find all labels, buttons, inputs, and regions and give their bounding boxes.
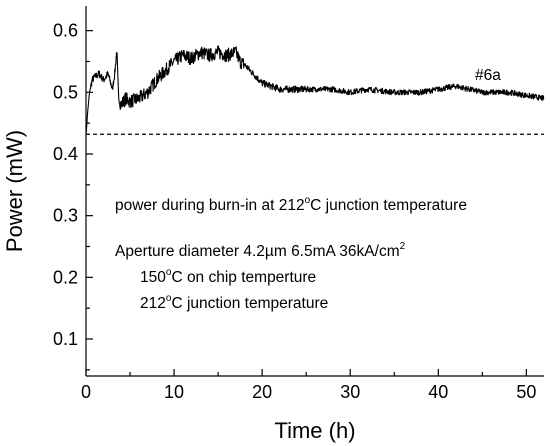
annotation-aperture-text: Aperture diameter 4.2µm 6.5mA 36kA/cm xyxy=(115,243,400,260)
series-layer xyxy=(85,45,545,136)
ticks xyxy=(85,30,527,376)
x-tick-label: 30 xyxy=(340,382,360,402)
annotation-chip-temperature: 150oC on chip temperture xyxy=(140,267,316,286)
y-tick-label: 0.6 xyxy=(53,21,78,41)
y-tick-label: 0.2 xyxy=(53,267,78,287)
x-axis-title: Time (h) xyxy=(274,418,355,443)
annotation-burn-in: power during burn-in at 212oC junction t… xyxy=(115,195,467,214)
annotation-junction-temp-superscript: o xyxy=(166,293,172,304)
annotation-aperture: Aperture diameter 4.2µm 6.5mA 36kA/cm2 xyxy=(115,241,406,260)
x-tick-label: 40 xyxy=(428,382,448,402)
x-tick-label: 10 xyxy=(164,382,184,402)
annotation-aperture-superscript: 2 xyxy=(400,241,406,252)
y-axis-title: Power (mW) xyxy=(2,130,27,252)
annotation-junction-temp-text-a: 212 xyxy=(140,295,166,312)
annotation-junction-temp-text-b: C junction temperature xyxy=(171,295,328,312)
annotation-burn-in-superscript: o xyxy=(305,195,311,206)
annotation-chip-temp-superscript: o xyxy=(166,267,172,278)
y-tick-label: 0.5 xyxy=(53,82,78,102)
series-label: #6a xyxy=(475,67,501,84)
x-tick-label: 50 xyxy=(516,382,536,402)
y-tick-label: 0.4 xyxy=(53,144,78,164)
annotation-burn-in-text-b: C junction temperature xyxy=(310,197,467,214)
annotation-burn-in-text-a: power during burn-in at 212 xyxy=(115,197,305,214)
y-tick-label: 0.3 xyxy=(53,206,78,226)
annotation-chip-temp-text-a: 150 xyxy=(140,269,166,286)
y-tick-label: 0.1 xyxy=(53,329,78,349)
x-tick-label: 20 xyxy=(252,382,272,402)
annotation-junction-temperature: 212oC junction temperature xyxy=(140,293,328,312)
tick-labels: 0 10 20 30 40 50 0.1 0.2 0.3 0.4 0.5 0.6 xyxy=(53,21,536,402)
power-series-line xyxy=(85,45,545,136)
annotation-chip-temp-text-b: C on chip temperture xyxy=(171,269,316,286)
axes xyxy=(85,6,544,377)
x-tick-label: 0 xyxy=(81,382,91,402)
